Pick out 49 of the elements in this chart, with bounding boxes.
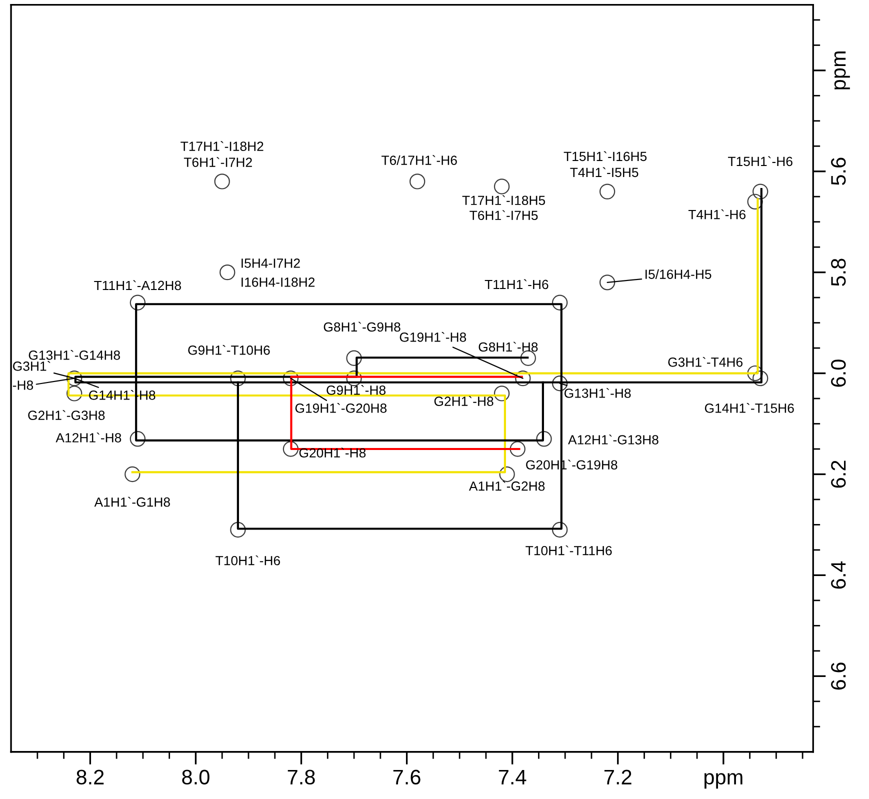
x-tick-label: 7.4 [498, 770, 526, 784]
annotation: G2H1`-G3H8 [28, 410, 105, 420]
annotation: I16H4-I18H2 [242, 278, 315, 287]
annotation: G8H1`-H8 [478, 342, 538, 352]
x-tick-label: 7.2 [604, 770, 632, 784]
annotation: G8H1`-G9H8 [324, 322, 400, 332]
annotation: T11H1`-H6 [484, 279, 548, 290]
annotation: T17H1`-I18H5 [462, 195, 546, 206]
y-tick-label: 5.8 [831, 258, 846, 286]
annotation: T6H1`-I7H5 [470, 210, 538, 220]
annotation: T11H1`-A12H8 [94, 280, 181, 290]
x-tick-label: 8.2 [76, 770, 104, 785]
y-tick-label: ppm [834, 52, 850, 90]
annotation: G2H1`-H8 [434, 396, 494, 406]
y-tick-label: 6.6 [831, 662, 846, 690]
annotation: G9H1`-T10H6 [188, 345, 270, 355]
annotation: G19H1`-G20H8 [295, 403, 387, 413]
annotation: T10H1`-T11H6 [526, 545, 612, 556]
annotation: T6/17H1`-H6 [382, 155, 457, 166]
y-tick-label: 6.4 [831, 561, 846, 589]
annotation: A1H1`-G2H8 [468, 480, 545, 491]
x-tick-label: ppm [704, 773, 742, 789]
annotation: T15H1`-H6 [728, 156, 792, 166]
annotation: T6H1`-I7H2 [184, 157, 252, 168]
annotation: G19H1`-H8 [400, 332, 466, 342]
annotation: G14H1`-T15H6 [704, 403, 794, 413]
x-tick-label: 8.0 [182, 770, 210, 785]
annotation: A12H1`-H8 [56, 432, 122, 442]
annotation: T17H1`-I18H2 [180, 141, 264, 152]
y-tick-label: 5.6 [831, 158, 846, 186]
annotation: I5H4-I7H2 [242, 258, 300, 268]
y-tick-label: 6.0 [831, 360, 846, 387]
annotation: G20H1`-H8 [299, 448, 366, 458]
annotation: G13H1`-H8 [564, 388, 631, 398]
y-tick-label: 6.2 [831, 460, 846, 488]
x-tick-label: 7.8 [288, 770, 315, 785]
annotation: A1H1`-G1H8 [94, 496, 170, 507]
x-tick-label: 7.6 [393, 770, 420, 785]
annotation: A12H1`-G13H8 [568, 434, 658, 444]
annotation: G13H1`-G14H8 [28, 350, 120, 360]
annotation: -H8 [12, 380, 34, 390]
annotation: T4H1`-H6 [688, 209, 746, 220]
annotation: T10H1`-H6 [216, 555, 280, 566]
annotation: G9H1`-H8 [326, 385, 386, 395]
annotation: G3H1`-T4H6 [668, 356, 742, 367]
annotation: G3H1` [13, 361, 50, 371]
annotation: T4H1`-I5H5 [570, 167, 638, 178]
annotation: I5/16H4-H5 [646, 269, 712, 279]
annotation: T15H1`-I16H5 [564, 151, 647, 162]
